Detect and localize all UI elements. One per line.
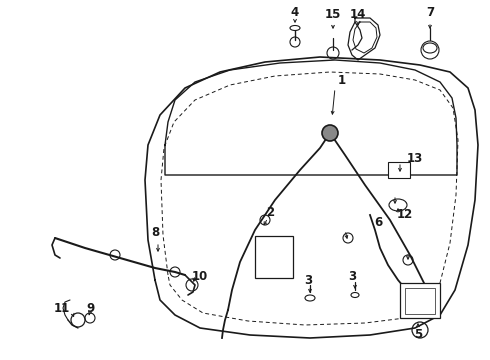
Text: 8: 8 — [151, 226, 159, 239]
Text: 4: 4 — [291, 5, 299, 18]
Text: 9: 9 — [86, 302, 94, 315]
Text: 10: 10 — [192, 270, 208, 284]
Text: 2: 2 — [266, 207, 274, 220]
Ellipse shape — [290, 26, 300, 31]
Text: 3: 3 — [304, 274, 312, 287]
Ellipse shape — [423, 43, 437, 53]
Bar — [388, 162, 410, 178]
Ellipse shape — [389, 199, 407, 211]
Text: 1: 1 — [338, 73, 346, 86]
Text: 13: 13 — [407, 152, 423, 165]
Text: 15: 15 — [325, 8, 341, 21]
Bar — [255, 236, 293, 278]
Text: 6: 6 — [374, 216, 382, 229]
Bar — [405, 288, 435, 314]
Bar — [400, 283, 440, 318]
Ellipse shape — [305, 295, 315, 301]
Text: 7: 7 — [426, 5, 434, 18]
Text: 3: 3 — [348, 270, 356, 284]
Circle shape — [322, 125, 338, 141]
Text: 12: 12 — [397, 208, 413, 221]
Text: 14: 14 — [350, 8, 366, 21]
Text: 5: 5 — [414, 328, 422, 342]
Ellipse shape — [351, 292, 359, 297]
Text: 11: 11 — [54, 302, 70, 315]
